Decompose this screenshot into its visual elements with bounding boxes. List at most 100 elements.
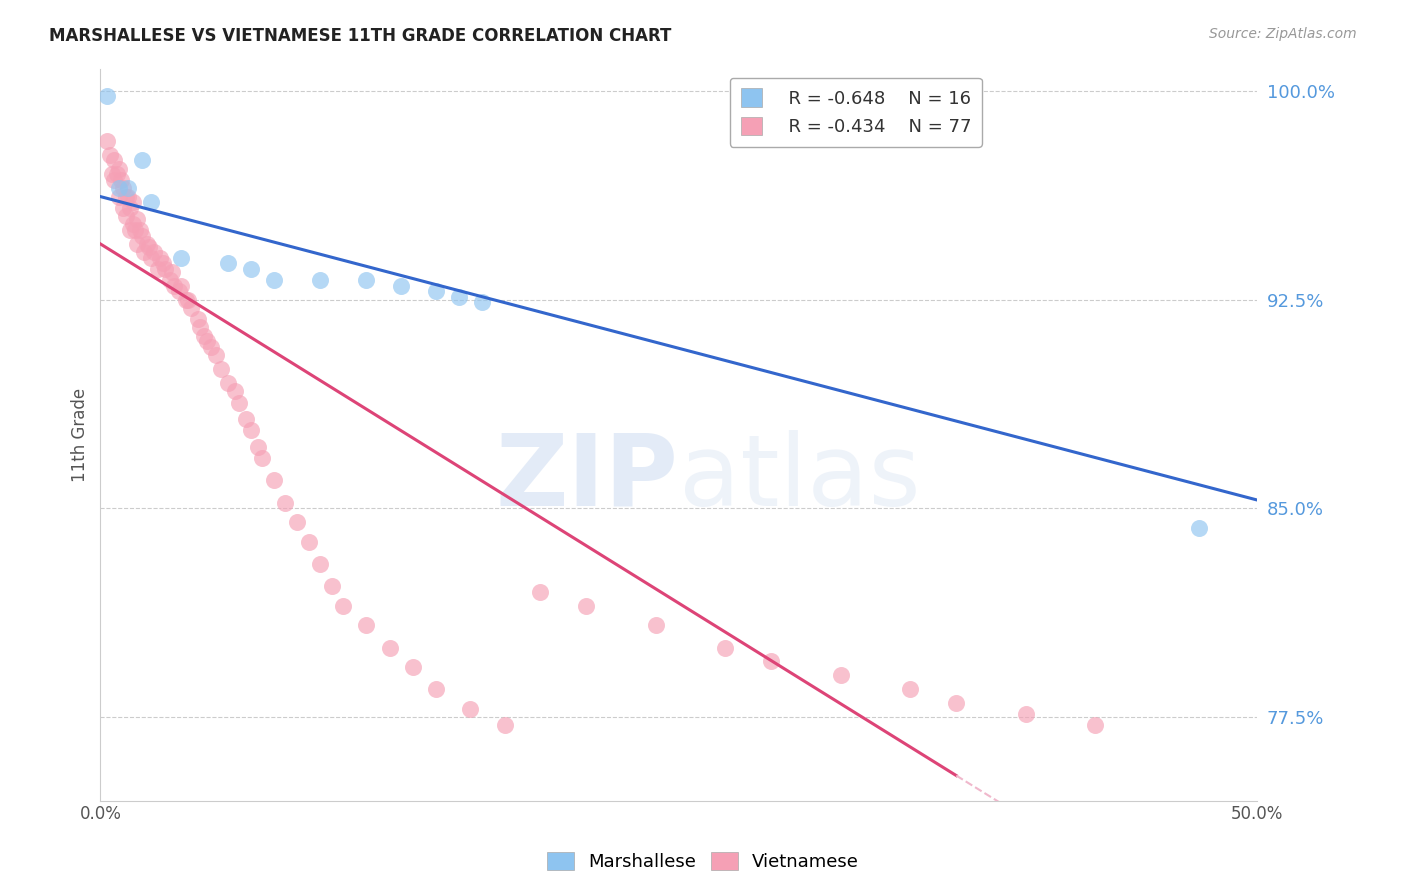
Point: [714, 640, 737, 655]
Text: Source: ZipAtlas.com: Source: ZipAtlas.com: [1209, 27, 1357, 41]
Point: [186, 312, 208, 326]
Point: [121, 195, 143, 210]
Point: [263, 474, 285, 488]
Point: [148, 262, 170, 277]
Point: [138, 240, 160, 254]
Point: [174, 293, 197, 307]
Point: [127, 211, 149, 226]
Point: [134, 245, 156, 260]
Point: [159, 273, 181, 287]
Point: [945, 696, 967, 710]
Point: [108, 181, 131, 195]
Point: [117, 189, 139, 203]
Point: [529, 585, 551, 599]
Point: [246, 440, 269, 454]
Point: [163, 278, 186, 293]
Point: [128, 223, 150, 237]
Point: [321, 579, 343, 593]
Point: [425, 284, 447, 298]
Point: [114, 209, 136, 223]
Point: [112, 181, 135, 195]
Point: [224, 384, 246, 399]
Point: [121, 218, 143, 232]
Point: [170, 278, 193, 293]
Point: [1188, 521, 1211, 535]
Legend: Marshallese, Vietnamese: Marshallese, Vietnamese: [540, 845, 866, 879]
Legend:   R = -0.648    N = 16,   R = -0.434    N = 77: R = -0.648 N = 16, R = -0.434 N = 77: [730, 78, 981, 147]
Point: [1084, 718, 1107, 732]
Point: [131, 153, 153, 168]
Point: [263, 273, 285, 287]
Point: [356, 273, 378, 287]
Point: [167, 284, 190, 298]
Point: [494, 718, 516, 732]
Point: [205, 348, 228, 362]
Point: [170, 251, 193, 265]
Point: [127, 236, 149, 251]
Point: [356, 618, 378, 632]
Point: [153, 262, 176, 277]
Point: [235, 412, 257, 426]
Point: [425, 682, 447, 697]
Point: [200, 340, 222, 354]
Point: [309, 273, 332, 287]
Point: [309, 557, 332, 571]
Point: [332, 599, 354, 613]
Point: [228, 395, 250, 409]
Point: [142, 245, 165, 260]
Point: [447, 290, 470, 304]
Point: [217, 256, 239, 270]
Point: [761, 655, 783, 669]
Point: [177, 293, 200, 307]
Point: [131, 228, 153, 243]
Point: [105, 167, 128, 181]
Point: [96, 89, 118, 103]
Point: [252, 451, 274, 466]
Point: [378, 640, 401, 655]
Point: [209, 362, 232, 376]
Point: [389, 278, 412, 293]
Point: [114, 189, 136, 203]
Point: [471, 295, 494, 310]
Point: [120, 223, 142, 237]
Point: [160, 265, 183, 279]
Point: [460, 702, 482, 716]
Point: [112, 201, 135, 215]
Point: [108, 161, 131, 176]
Point: [274, 496, 297, 510]
Point: [401, 660, 423, 674]
Point: [285, 515, 308, 529]
Point: [193, 328, 215, 343]
Point: [141, 251, 163, 265]
Point: [149, 251, 172, 265]
Point: [152, 256, 174, 270]
Point: [898, 682, 921, 697]
Point: [103, 173, 125, 187]
Point: [103, 153, 125, 168]
Point: [297, 534, 319, 549]
Point: [117, 181, 139, 195]
Point: [239, 424, 262, 438]
Point: [575, 599, 598, 613]
Point: [110, 173, 132, 187]
Point: [195, 334, 218, 349]
Text: ZIP: ZIP: [496, 430, 679, 527]
Point: [101, 167, 124, 181]
Point: [120, 201, 142, 215]
Point: [1015, 707, 1038, 722]
Y-axis label: 11th Grade: 11th Grade: [72, 387, 89, 482]
Point: [135, 236, 157, 251]
Point: [98, 148, 121, 162]
Point: [180, 301, 202, 315]
Point: [108, 189, 131, 203]
Point: [96, 134, 118, 148]
Point: [217, 376, 239, 390]
Point: [124, 223, 146, 237]
Point: [239, 262, 262, 277]
Point: [188, 320, 211, 334]
Text: MARSHALLESE VS VIETNAMESE 11TH GRADE CORRELATION CHART: MARSHALLESE VS VIETNAMESE 11TH GRADE COR…: [49, 27, 672, 45]
Point: [830, 668, 852, 682]
Point: [141, 195, 163, 210]
Point: [644, 618, 666, 632]
Text: atlas: atlas: [679, 430, 921, 527]
